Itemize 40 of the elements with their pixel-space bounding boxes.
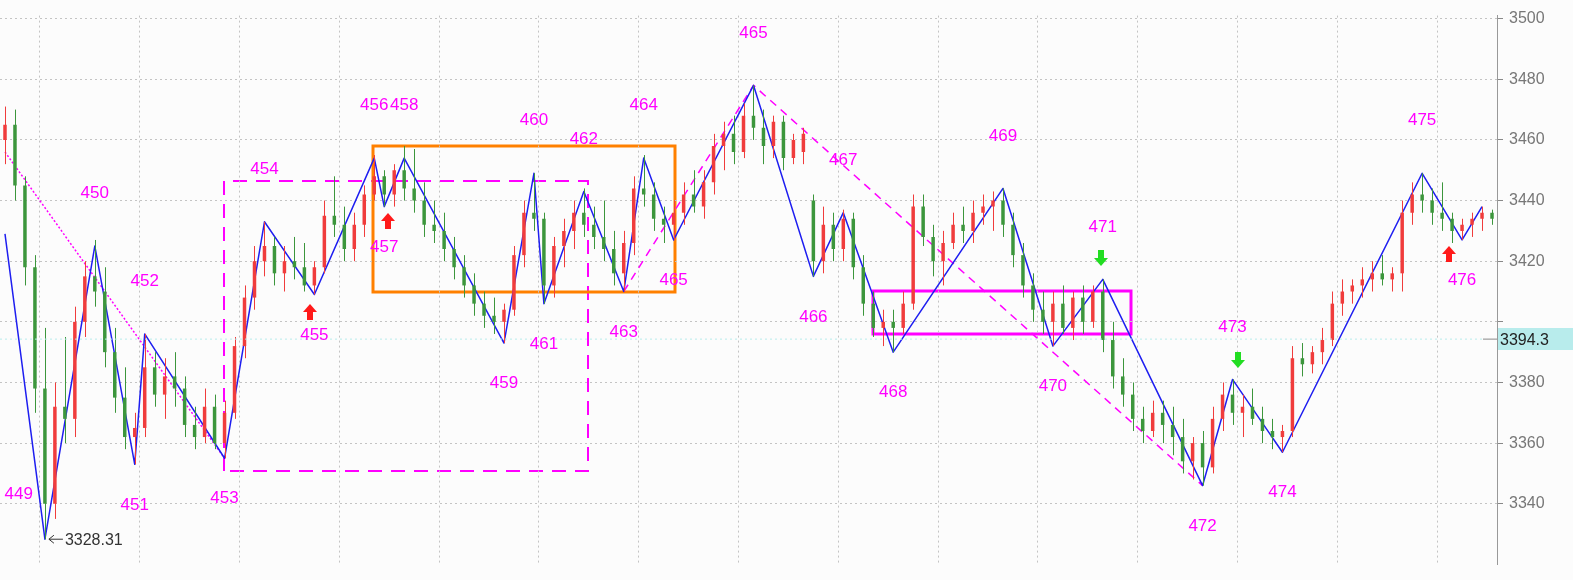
annotation: 449 [4,484,33,504]
annotation: 455 [300,324,329,344]
annotation: 470 [1038,376,1068,396]
annotation: 472 [1188,515,1217,535]
annotation: 3328.31 [64,530,123,548]
y-tick-label: 3440 [1509,190,1545,208]
annotation: 474 [1268,482,1297,502]
ref-line-label: 3394.3 [1500,330,1550,348]
annotation: 466 [799,306,828,326]
y-tick-label: 3420 [1509,251,1545,269]
annotation: 452 [130,271,159,291]
y-tick-label: 3480 [1509,69,1545,87]
annotation: 475 [1407,110,1437,130]
candlestick [412,148,416,214]
annotation: 463 [609,321,638,341]
y-tick-label: 3460 [1509,130,1545,148]
candlestick [93,239,97,308]
y-tick-label: 3380 [1509,372,1545,390]
annotation: 459 [489,373,519,393]
annotation: 451 [120,494,149,514]
annotation: 476 [1447,270,1477,290]
annotation: 468 [879,382,908,402]
annotation: 471 [1088,216,1117,236]
annotation: 461 [529,333,559,353]
annotation: 454 [250,158,279,178]
annotation: 450 [80,183,109,203]
annotation: 453 [210,488,239,508]
annotation: 462 [569,128,599,148]
annotation: 456 [360,95,389,115]
annotation: 473 [1218,316,1247,336]
y-tick-label: 3340 [1509,494,1545,512]
annotation: 460 [519,110,549,130]
annotation: 464 [629,95,658,115]
candlestick [1420,172,1424,214]
annotation: 467 [829,149,858,169]
y-tick-label: 3500 [1509,9,1545,27]
y-tick-label: 3360 [1509,433,1545,451]
annotation: 458 [390,95,419,115]
annotation: 465 [739,22,768,42]
annotation: 469 [988,125,1018,145]
